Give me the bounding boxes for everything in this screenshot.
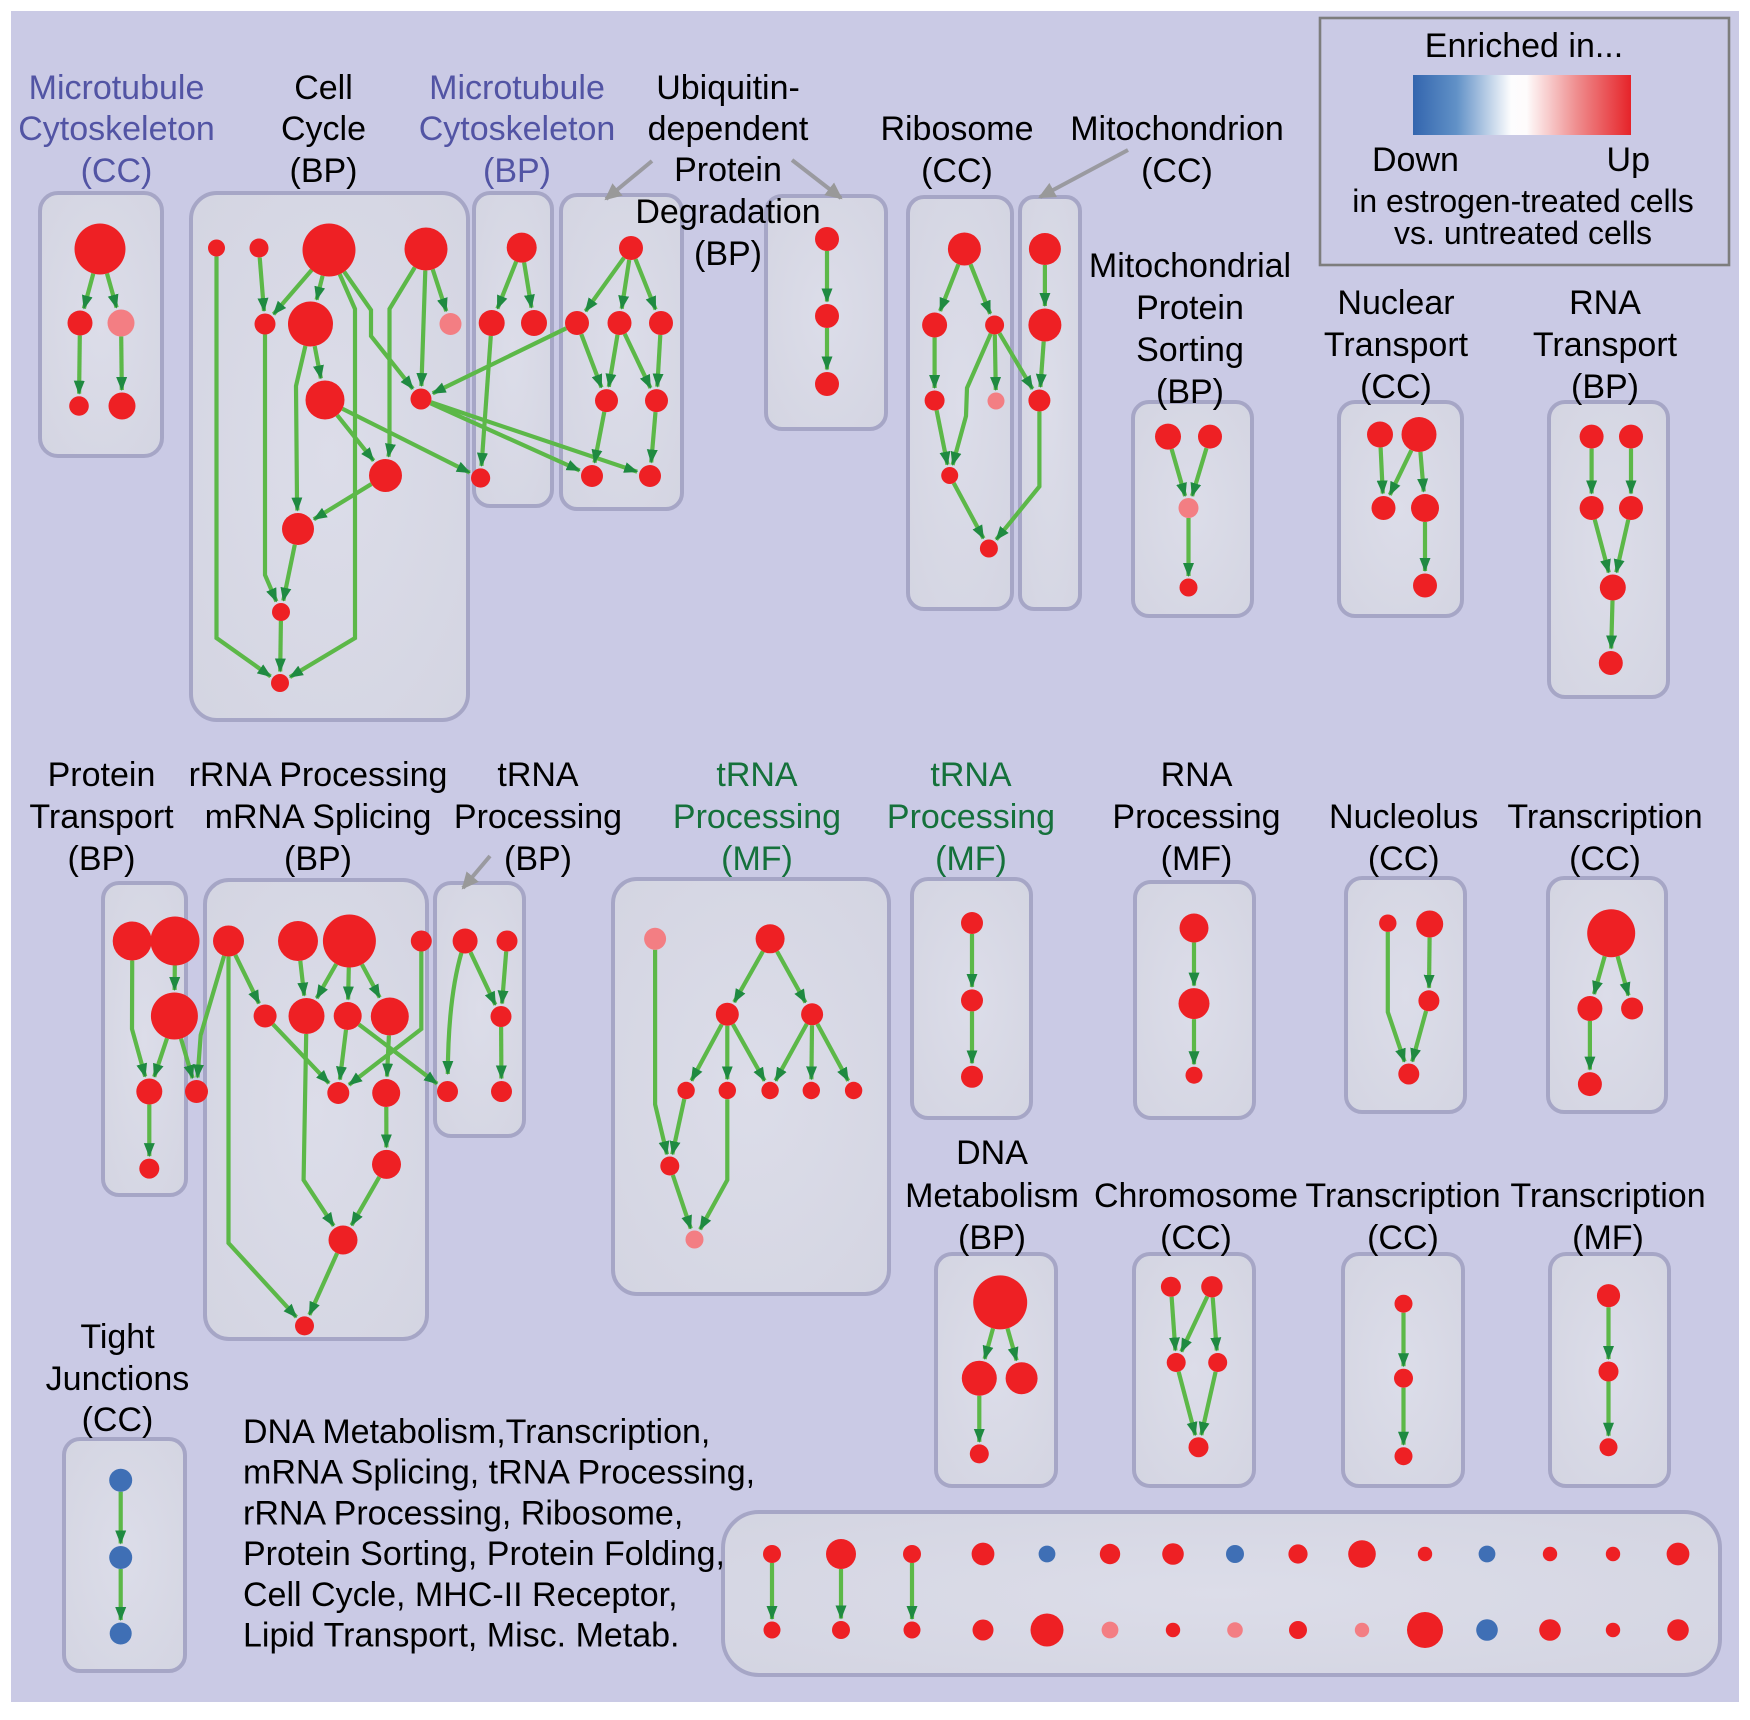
svg-text:Cell: Cell xyxy=(294,69,353,107)
svg-text:(CC): (CC) xyxy=(81,152,153,190)
svg-text:(CC): (CC) xyxy=(1160,1219,1232,1257)
svg-text:(CC): (CC) xyxy=(1360,368,1432,406)
svg-text:Metabolism: Metabolism xyxy=(905,1177,1079,1215)
svg-text:(BP): (BP) xyxy=(284,840,352,878)
svg-text:(BP): (BP) xyxy=(1571,368,1639,406)
svg-text:(BP): (BP) xyxy=(68,840,136,878)
svg-text:Protein: Protein xyxy=(674,151,782,189)
svg-text:(CC): (CC) xyxy=(921,152,993,190)
svg-text:dependent: dependent xyxy=(648,110,809,148)
svg-text:Mitochondrion: Mitochondrion xyxy=(1070,110,1284,148)
svg-text:mRNA Splicing, tRNA Processing: mRNA Splicing, tRNA Processing, xyxy=(243,1454,755,1492)
svg-text:Processing: Processing xyxy=(1112,798,1280,836)
svg-text:Transport: Transport xyxy=(1533,326,1678,364)
svg-text:DNA Metabolism,Transcription,: DNA Metabolism,Transcription, xyxy=(243,1413,710,1451)
svg-text:Sorting: Sorting xyxy=(1136,331,1244,369)
svg-text:rRNA Processing, Ribosome,: rRNA Processing, Ribosome, xyxy=(243,1494,683,1532)
svg-text:Transcription: Transcription xyxy=(1305,1177,1500,1215)
svg-text:Tight: Tight xyxy=(80,1318,155,1356)
svg-text:Cycle: Cycle xyxy=(281,110,366,148)
svg-text:(BP): (BP) xyxy=(290,152,358,190)
svg-text:Processing: Processing xyxy=(454,798,622,836)
svg-text:(CC): (CC) xyxy=(1367,1219,1439,1257)
svg-text:Chromosome: Chromosome xyxy=(1094,1177,1298,1215)
svg-text:Transcription: Transcription xyxy=(1510,1177,1705,1215)
svg-text:Down: Down xyxy=(1372,141,1459,179)
svg-text:Cell Cycle, MHC-II Receptor,: Cell Cycle, MHC-II Receptor, xyxy=(243,1576,678,1614)
svg-text:Protein Sorting, Protein Foldi: Protein Sorting, Protein Folding, xyxy=(243,1535,725,1573)
svg-text:Cytoskeleton: Cytoskeleton xyxy=(18,110,215,148)
svg-text:(MF): (MF) xyxy=(721,840,793,878)
svg-text:(BP): (BP) xyxy=(504,840,572,878)
svg-text:tRNA: tRNA xyxy=(930,756,1012,794)
svg-text:(CC): (CC) xyxy=(82,1401,154,1439)
svg-text:rRNA Processing: rRNA Processing xyxy=(189,756,448,794)
svg-text:(MF): (MF) xyxy=(935,840,1007,878)
svg-text:Transcription: Transcription xyxy=(1507,798,1702,836)
svg-text:(CC): (CC) xyxy=(1141,152,1213,190)
svg-text:(BP): (BP) xyxy=(483,152,551,190)
svg-text:Protein: Protein xyxy=(48,756,156,794)
svg-text:Processing: Processing xyxy=(673,798,841,836)
svg-text:(BP): (BP) xyxy=(1156,373,1224,411)
svg-text:in estrogen-treated cells: in estrogen-treated cells xyxy=(1352,183,1694,219)
svg-text:Transport: Transport xyxy=(29,798,174,836)
svg-text:Lipid Transport, Misc. Metab.: Lipid Transport, Misc. Metab. xyxy=(243,1617,680,1655)
svg-text:tRNA: tRNA xyxy=(716,756,798,794)
svg-text:Protein: Protein xyxy=(1136,289,1244,327)
svg-text:Nuclear: Nuclear xyxy=(1337,284,1454,322)
svg-text:RNA: RNA xyxy=(1161,756,1233,794)
svg-text:Transport: Transport xyxy=(1324,326,1469,364)
svg-text:Nucleolus: Nucleolus xyxy=(1329,798,1478,836)
svg-text:Microtubule: Microtubule xyxy=(29,69,205,107)
svg-text:(MF): (MF) xyxy=(1572,1219,1644,1257)
svg-text:(BP): (BP) xyxy=(958,1219,1026,1257)
svg-text:Processing: Processing xyxy=(887,798,1055,836)
svg-text:Ubiquitin-: Ubiquitin- xyxy=(656,69,800,107)
svg-text:Junctions: Junctions xyxy=(46,1360,190,1398)
svg-text:tRNA: tRNA xyxy=(497,756,579,794)
svg-text:Microtubule: Microtubule xyxy=(429,69,605,107)
svg-text:(MF): (MF) xyxy=(1161,840,1233,878)
svg-text:Cytoskeleton: Cytoskeleton xyxy=(419,110,616,148)
svg-text:RNA: RNA xyxy=(1569,284,1641,322)
svg-text:Ribosome: Ribosome xyxy=(880,110,1033,148)
svg-text:DNA: DNA xyxy=(956,1134,1028,1172)
svg-text:Degradation: Degradation xyxy=(635,193,820,231)
svg-text:Mitochondrial: Mitochondrial xyxy=(1089,247,1291,285)
svg-text:Up: Up xyxy=(1607,141,1650,179)
svg-text:(BP): (BP) xyxy=(694,235,762,273)
svg-text:Enriched in...: Enriched in... xyxy=(1425,27,1623,65)
svg-text:(CC): (CC) xyxy=(1368,840,1440,878)
svg-text:vs. untreated cells: vs. untreated cells xyxy=(1394,215,1652,251)
svg-text:(CC): (CC) xyxy=(1569,840,1641,878)
svg-text:mRNA Splicing: mRNA Splicing xyxy=(205,798,432,836)
